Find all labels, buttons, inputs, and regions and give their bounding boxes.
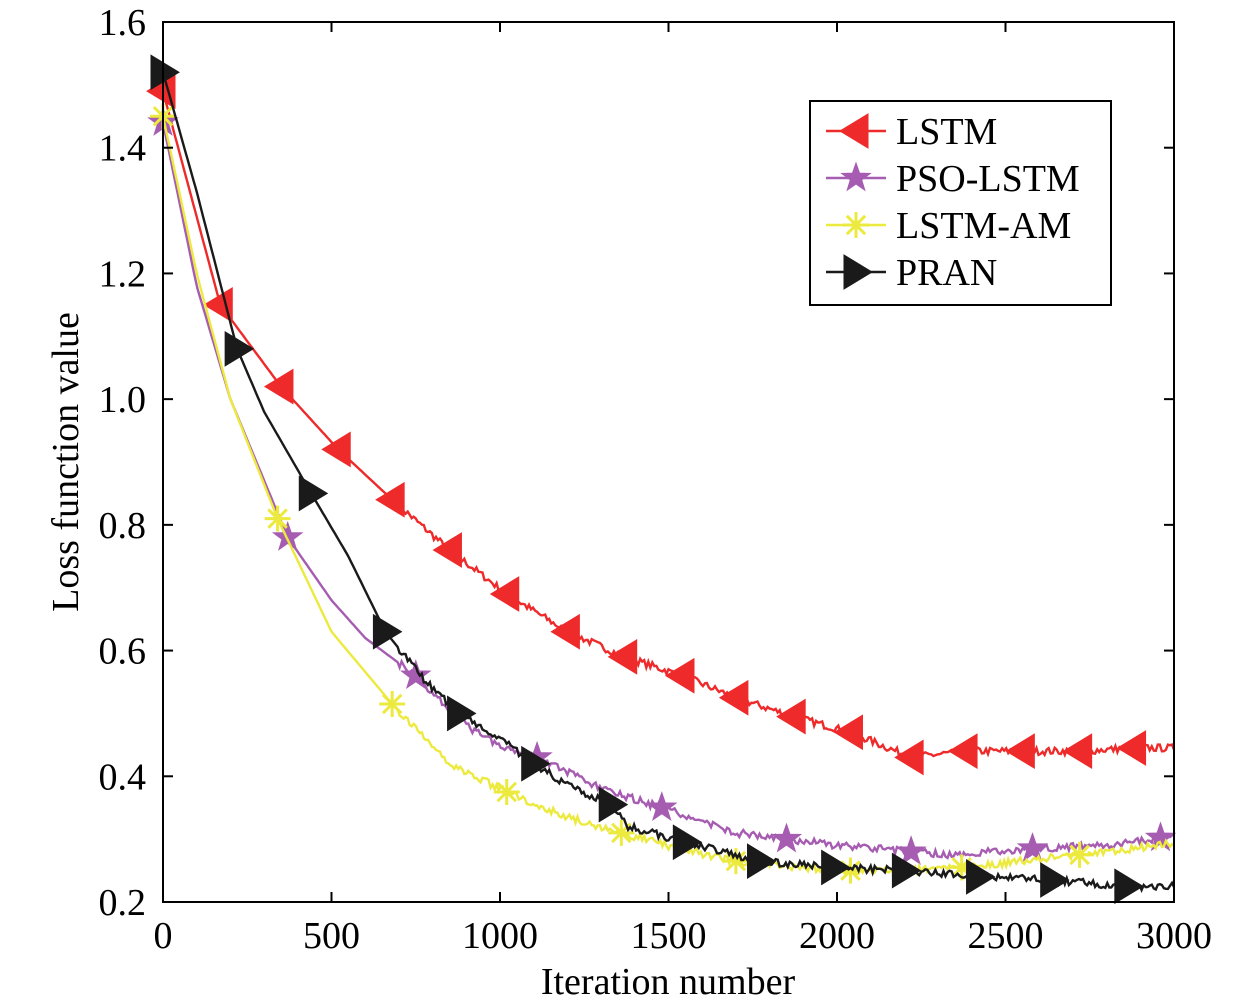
data-point-pso-lstm-7	[1016, 832, 1049, 862]
y-tick-label: 1.6	[99, 2, 147, 44]
series-lstm	[146, 73, 1176, 776]
legend: LSTM PSO-LSTM LSTM-AM PRAN	[809, 100, 1112, 306]
data-point-pran-4	[447, 695, 477, 732]
y-tick-label: 0.2	[99, 882, 147, 924]
data-point-lstm-am-1	[264, 505, 291, 532]
data-point-lstm-3	[321, 431, 351, 468]
series-line-pran	[161, 71, 1176, 894]
data-point-lstm-4	[375, 481, 405, 518]
legend-label: PSO-LSTM	[896, 158, 1080, 200]
legend-swatch-marker	[840, 161, 872, 192]
legend-swatch-marker	[843, 254, 873, 290]
series-lstm-am	[150, 103, 1175, 884]
y-tick-label: 0.4	[99, 756, 147, 798]
data-point-lstm-16	[1062, 733, 1093, 770]
data-point-pran-8	[746, 843, 777, 880]
x-tick-label: 3000	[1136, 915, 1212, 957]
legend-label: LSTM-AM	[896, 205, 1071, 247]
data-point-pran-13	[1114, 868, 1144, 905]
x-tick-label: 1000	[462, 915, 538, 957]
data-point-lstm-am-2	[379, 691, 406, 717]
series-pran	[150, 54, 1176, 905]
data-point-pso-lstm-5	[770, 822, 803, 853]
data-point-lstm-11	[776, 698, 806, 735]
data-point-lstm-17	[1116, 730, 1147, 766]
data-point-pso-lstm-1	[271, 520, 304, 551]
series-layer	[146, 54, 1177, 905]
y-tick-label: 1.0	[99, 379, 147, 421]
series-line-lstm	[161, 90, 1176, 763]
legend-item-lstm: LSTM	[826, 111, 997, 153]
legend-swatch-marker	[843, 212, 869, 238]
data-point-lstm-8	[607, 638, 638, 675]
ticks-layer: 0 500 1000 1500 2000 2500 3000 0.2 0.4 0.6 0.8 1.0 1…	[99, 2, 1213, 957]
data-point-pran-12	[1040, 862, 1070, 898]
data-point-pso-lstm-2	[400, 659, 432, 690]
data-point-pran-3	[372, 613, 403, 650]
data-point-lstm-5	[432, 532, 462, 568]
x-tick-label: 0	[154, 915, 173, 957]
data-point-pso-lstm-6	[895, 835, 927, 866]
y-tick-label: 1.2	[99, 253, 147, 295]
data-point-pran-11	[966, 858, 996, 895]
data-point-pran-2	[298, 475, 329, 512]
data-point-pran-0	[150, 54, 180, 91]
legend-item-pran: PRAN	[826, 252, 997, 294]
data-point-lstm-6	[489, 576, 520, 612]
data-point-lstm-9	[665, 657, 695, 694]
legend-swatch-marker	[839, 113, 869, 149]
data-point-pran-10	[891, 852, 922, 889]
data-point-lstm-am-8	[1066, 841, 1093, 868]
data-point-pran-6	[598, 786, 629, 823]
data-point-pran-9	[821, 849, 851, 886]
y-tick-label: 0.6	[99, 631, 147, 673]
data-point-pso-lstm-4	[646, 791, 678, 822]
data-point-lstm-15	[1005, 733, 1035, 770]
y-axis-label: Loss function value	[45, 312, 87, 612]
data-point-lstm-10	[718, 679, 749, 716]
legend-item-pso-lstm: PSO-LSTM	[826, 158, 1080, 200]
y-tick-label: 0.8	[99, 505, 147, 547]
legend-item-lstm-am: LSTM-AM	[826, 205, 1071, 247]
data-point-lstm-1	[203, 286, 233, 323]
data-point-lstm-12	[833, 714, 863, 751]
data-point-lstm-14	[948, 733, 978, 770]
data-point-lstm-am-3	[493, 779, 520, 805]
data-point-pran-1	[224, 330, 255, 367]
x-axis-label: Iteration number	[541, 961, 796, 1003]
data-point-lstm-13	[894, 739, 924, 776]
legend-label: LSTM	[896, 111, 997, 153]
y-tick-label: 1.4	[99, 128, 147, 170]
data-point-lstm-am-4	[608, 819, 635, 846]
x-tick-label: 1500	[631, 915, 707, 957]
x-tick-label: 2000	[799, 915, 875, 957]
data-point-pran-5	[521, 745, 551, 782]
series-line-lstm-am	[161, 116, 1175, 877]
data-point-lstm-2	[263, 368, 294, 405]
data-point-pran-7	[672, 824, 703, 861]
legend-label: PRAN	[896, 252, 997, 294]
data-point-lstm-7	[550, 613, 580, 650]
x-tick-label: 2500	[968, 915, 1044, 957]
x-tick-label: 500	[303, 915, 360, 957]
